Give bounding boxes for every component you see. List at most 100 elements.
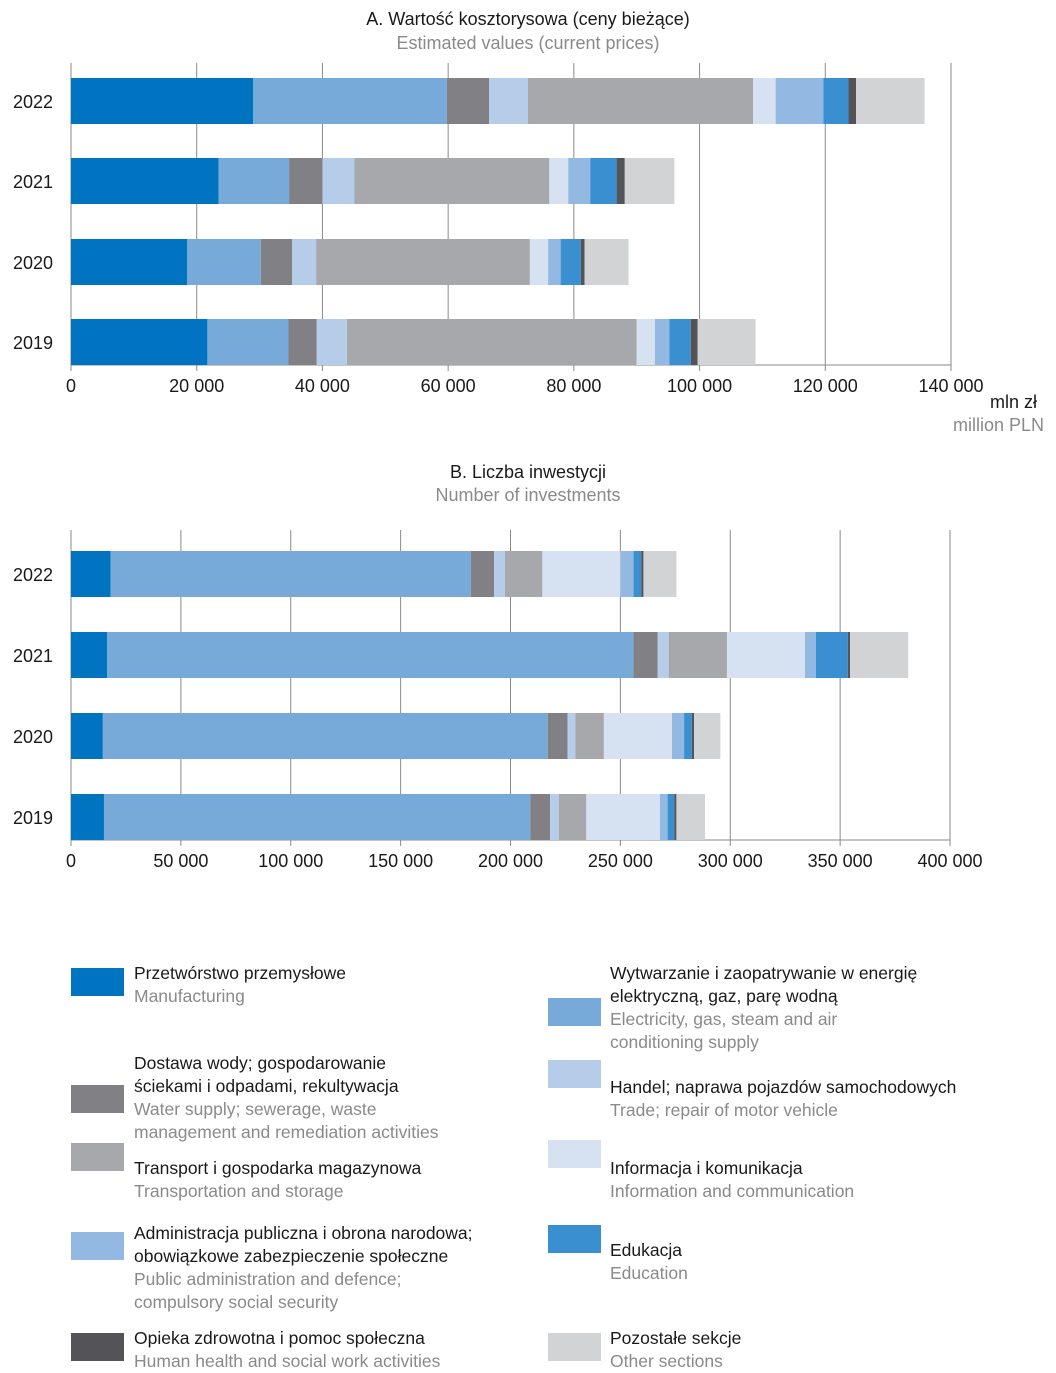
legend-label: Opieka zdrowotna i pomoc społeczna Human … bbox=[134, 1327, 554, 1373]
legend-swatch bbox=[548, 1140, 601, 1168]
bar-segment-manufacturing bbox=[71, 713, 103, 759]
legend-label-pl: Transport i gospodarka magazynowa bbox=[134, 1158, 422, 1178]
bar-segment-health bbox=[641, 551, 644, 597]
legend-label: Dostawa wody; gospodarowanie ściekami i … bbox=[134, 1052, 554, 1144]
bar-segment-other bbox=[643, 551, 677, 597]
chart-a-title: A. Wartość kosztorysowa (ceny bieżące) bbox=[366, 9, 690, 29]
legend-label-pl: Pozostałe sekcje bbox=[610, 1328, 742, 1348]
bar-segment-health bbox=[848, 78, 857, 124]
bar-segment-health bbox=[691, 713, 694, 759]
legend-label: Pozostałe sekcje Other sections bbox=[610, 1327, 1050, 1373]
bar-segment-information bbox=[636, 319, 655, 365]
x-tick-label: 400 000 bbox=[917, 851, 982, 871]
bar-segment-energy bbox=[187, 239, 261, 285]
bar-segment-energy bbox=[110, 551, 471, 597]
x-tick-label: 120 000 bbox=[793, 376, 858, 396]
bar-segment-transport bbox=[558, 794, 587, 840]
y-category-label: 2022 bbox=[13, 92, 53, 112]
bar-segment-trade bbox=[322, 158, 355, 204]
bar-segment-manufacturing bbox=[71, 158, 219, 204]
x-tick-label: 20 000 bbox=[169, 376, 224, 396]
bar-segment-education bbox=[823, 78, 849, 124]
bar-segment-public-admin bbox=[548, 239, 561, 285]
bar-segment-transport bbox=[354, 158, 550, 204]
x-tick-label: 0 bbox=[66, 851, 76, 871]
bar-segment-manufacturing bbox=[71, 632, 108, 678]
legend-swatch bbox=[71, 1333, 124, 1361]
legend-label: Informacja i komunikacja Information and … bbox=[610, 1157, 1050, 1203]
legend-swatch bbox=[548, 1060, 601, 1088]
y-category-label: 2019 bbox=[13, 808, 53, 828]
legend-swatch bbox=[548, 1225, 601, 1253]
bar-segment-health bbox=[847, 632, 851, 678]
bar-segment-public-admin bbox=[659, 794, 668, 840]
bar-segment-manufacturing bbox=[71, 319, 208, 365]
x-tick-label: 200 000 bbox=[478, 851, 543, 871]
legend-swatch bbox=[548, 998, 601, 1026]
bar-segment-transport bbox=[505, 551, 543, 597]
bar-segment-manufacturing bbox=[71, 551, 111, 597]
bar-segment-trade bbox=[567, 713, 576, 759]
bar-segment-trade bbox=[489, 78, 528, 124]
bar-segment-transport bbox=[527, 78, 753, 124]
legend-label-pl: Dostawa wody; gospodarowanie ściekami i … bbox=[134, 1053, 399, 1096]
bar-segment-public-admin bbox=[620, 551, 634, 597]
bar-segment-other bbox=[856, 78, 925, 124]
bar-segment-water bbox=[288, 319, 317, 365]
legend-label-pl: Handel; naprawa pojazdów samochodowych bbox=[610, 1077, 957, 1097]
chart-a-estimated-values: 0 20 000 40 000 60 000 80 000 100 000 120 000 1… bbox=[13, 63, 984, 396]
x-tick-label: 100 000 bbox=[258, 851, 323, 871]
bar-segment-information bbox=[753, 78, 776, 124]
bar-segment-information bbox=[542, 551, 621, 597]
bar-segment-education bbox=[684, 713, 692, 759]
chart-a-subtitle: Estimated values (current prices) bbox=[396, 33, 660, 53]
x-tick-label: 140 000 bbox=[918, 376, 983, 396]
bar-segment-trade bbox=[657, 632, 669, 678]
legend-label-en: Education bbox=[610, 1263, 688, 1283]
y-category-label: 2021 bbox=[13, 646, 53, 666]
bar-segment-trade bbox=[316, 319, 347, 365]
bar-segment-energy bbox=[107, 632, 634, 678]
legend-label-pl: Opieka zdrowotna i pomoc społeczna bbox=[134, 1328, 425, 1348]
bar-segment-trade bbox=[494, 551, 506, 597]
x-tick-label: 150 000 bbox=[368, 851, 433, 871]
legend-label-en: Electricity, gas, steam and air conditio… bbox=[610, 1009, 838, 1052]
legend-swatch bbox=[71, 1232, 124, 1260]
legend-swatch bbox=[71, 968, 124, 996]
bar-segment-health bbox=[690, 319, 698, 365]
bar-segment-manufacturing bbox=[71, 239, 188, 285]
legend-label: Przetwórstwo przemysłowe Manufacturing bbox=[134, 962, 554, 1008]
bar-segment-trade bbox=[550, 794, 559, 840]
legend-label: Wytwarzanie i zaopatrywanie w energię el… bbox=[610, 962, 1050, 1054]
x-tick-label: 350 000 bbox=[808, 851, 873, 871]
bar-segment-water bbox=[633, 632, 658, 678]
legend-label-pl: Przetwórstwo przemysłowe bbox=[134, 963, 346, 983]
bar-segment-public-admin bbox=[804, 632, 816, 678]
bar-segment-health bbox=[580, 239, 585, 285]
bar-segment-water bbox=[446, 78, 489, 124]
bar-segment-transport bbox=[316, 239, 530, 285]
bar-segment-water bbox=[547, 713, 568, 759]
bar-segment-education bbox=[560, 239, 581, 285]
x-tick-label: 80 000 bbox=[546, 376, 601, 396]
bar-segment-public-admin bbox=[654, 319, 670, 365]
bar-segment-other bbox=[584, 239, 629, 285]
legend-label-en: Manufacturing bbox=[134, 986, 245, 1006]
bar-segment-manufacturing bbox=[71, 78, 254, 124]
legend-label-en: Public administration and defence; compu… bbox=[134, 1269, 402, 1312]
bar-segment-public-admin bbox=[672, 713, 685, 759]
bar-segment-other bbox=[624, 158, 675, 204]
legend-label-en: Transportation and storage bbox=[134, 1181, 344, 1201]
bar-segment-information bbox=[529, 239, 549, 285]
legend-swatch bbox=[71, 1085, 124, 1113]
legend-label-en: Trade; repair of motor vehicle bbox=[610, 1100, 838, 1120]
bar-segment-education bbox=[667, 794, 675, 840]
legend-label: Handel; naprawa pojazdów samochodowych Tr… bbox=[610, 1076, 1050, 1122]
bar-segment-other bbox=[676, 794, 705, 840]
bar-segment-energy bbox=[253, 78, 447, 124]
bar-segment-other bbox=[850, 632, 909, 678]
bar-segment-water bbox=[260, 239, 293, 285]
x-tick-label: 300 000 bbox=[698, 851, 763, 871]
chart-a-unit-label: mln zł bbox=[990, 392, 1038, 412]
x-tick-label: 50 000 bbox=[153, 851, 208, 871]
